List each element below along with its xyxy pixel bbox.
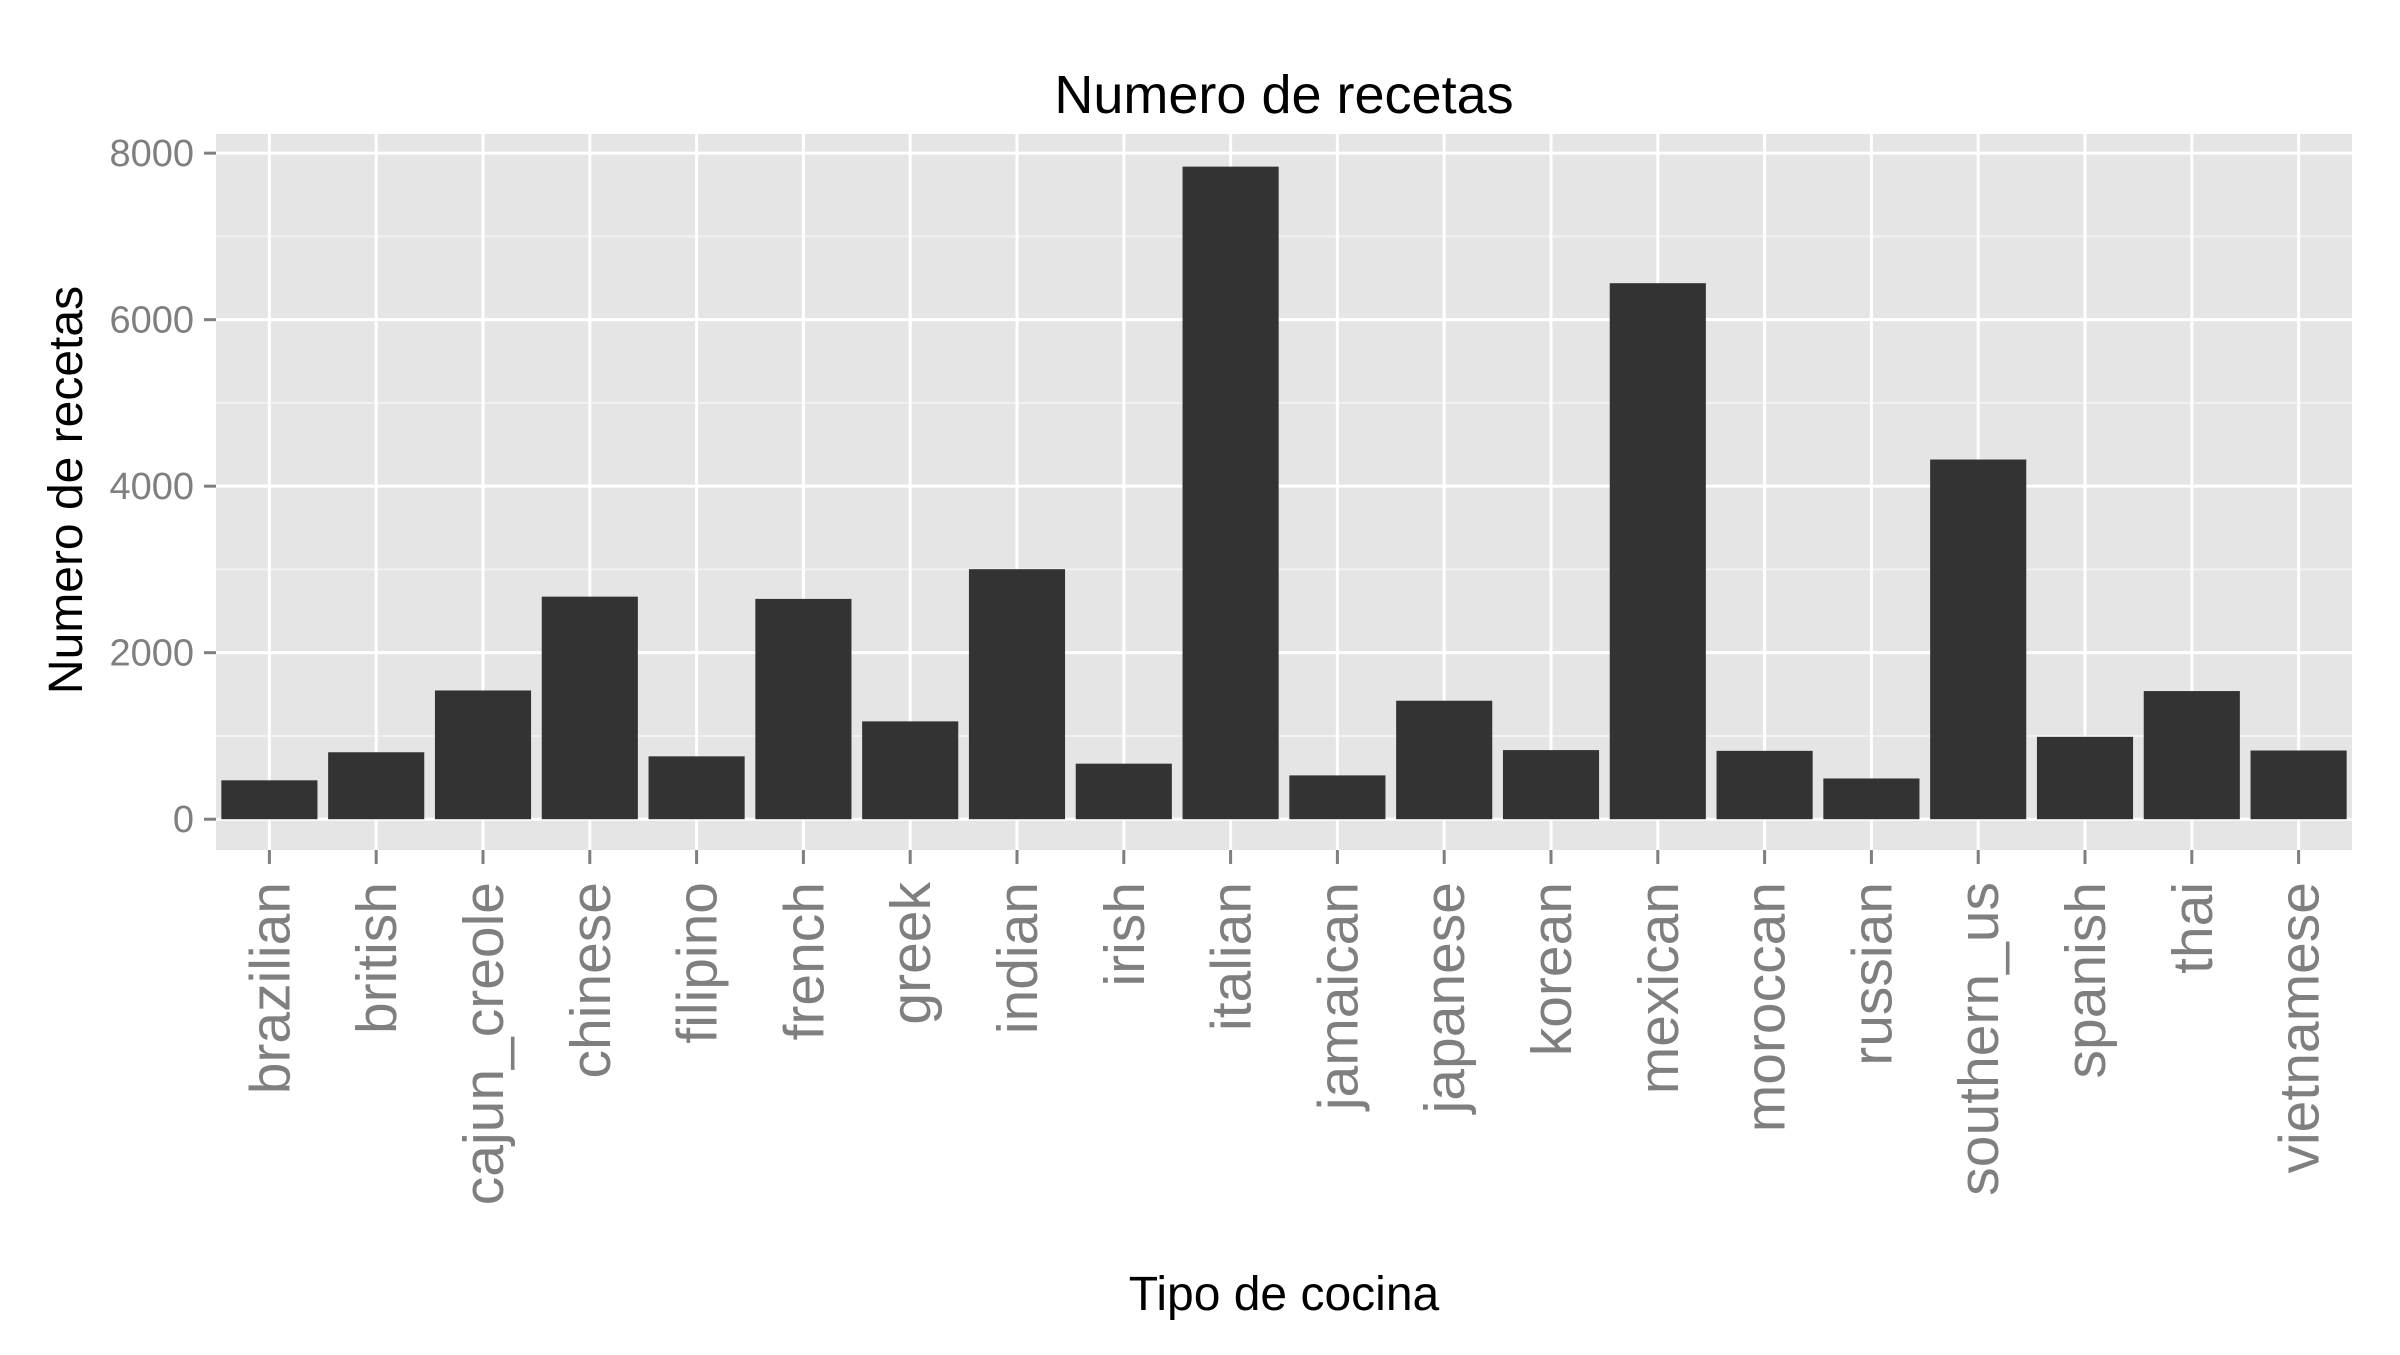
bar-jamaican <box>1289 775 1386 820</box>
bar-southern_us <box>1930 459 2027 820</box>
bar-french <box>755 598 852 820</box>
y-tick-label: 8000 <box>109 133 194 175</box>
x-tick-label: brazilian <box>238 882 302 1094</box>
y-axis: 0 2000 4000 6000 8000 <box>109 133 216 841</box>
x-tick-label: moroccan <box>1734 882 1798 1132</box>
bar-japanese <box>1396 700 1493 820</box>
bar-indian <box>968 569 1066 820</box>
x-tick-label: chinese <box>559 882 623 1078</box>
bar-russian <box>1823 778 1920 820</box>
plot-panel <box>216 134 2352 850</box>
bar-moroccan <box>1716 750 1813 820</box>
x-tick-label: irish <box>1093 882 1157 987</box>
x-tick-label: british <box>345 882 409 1034</box>
y-tick-label: 6000 <box>109 300 194 342</box>
bar-vietnamese <box>2250 750 2347 820</box>
x-tick-label: jamaican <box>1306 882 1370 1112</box>
bar-greek <box>862 721 959 820</box>
x-axis: brazilian british cajun_creole chinese filip… <box>238 850 2332 1205</box>
x-tick-label: thai <box>2161 882 2225 974</box>
x-tick-label: italian <box>1200 882 1264 1031</box>
x-axis-title: Tipo de cocina <box>1129 1268 1440 1321</box>
bar-irish <box>1075 763 1172 820</box>
bar-filipino <box>648 756 745 820</box>
x-tick-label: korean <box>1520 882 1584 1056</box>
y-tick-label: 2000 <box>109 633 194 675</box>
bar-thai <box>2143 691 2240 820</box>
x-tick-label: japanese <box>1413 882 1477 1115</box>
bar-british <box>328 752 425 820</box>
x-tick-label: mexican <box>1627 882 1691 1094</box>
y-axis-title: Numero de recetas <box>40 286 93 694</box>
x-tick-label: indian <box>986 882 1050 1034</box>
bar-chinese <box>541 596 638 820</box>
y-tick-label: 0 <box>173 799 194 841</box>
y-tick-label: 4000 <box>109 466 194 508</box>
x-tick-label: greek <box>879 882 943 1025</box>
bar-korean <box>1502 750 1600 820</box>
x-tick-label: vietnamese <box>2268 882 2332 1174</box>
x-tick-label: russian <box>1840 882 1904 1066</box>
bars <box>221 166 2347 820</box>
x-tick-label: southern_us <box>1947 882 2011 1196</box>
chart-title: Numero de recetas <box>1054 65 1513 125</box>
x-tick-label: french <box>772 882 836 1040</box>
bar-brazilian <box>221 780 318 820</box>
bar-italian <box>1182 166 1279 820</box>
bar-spanish <box>2036 736 2134 820</box>
x-tick-label: cajun_creole <box>452 882 516 1205</box>
bar-mexican <box>1609 283 1706 820</box>
bar-cajun_creole <box>434 690 532 820</box>
x-tick-label: filipino <box>666 882 730 1044</box>
x-tick-label: spanish <box>2054 882 2118 1078</box>
